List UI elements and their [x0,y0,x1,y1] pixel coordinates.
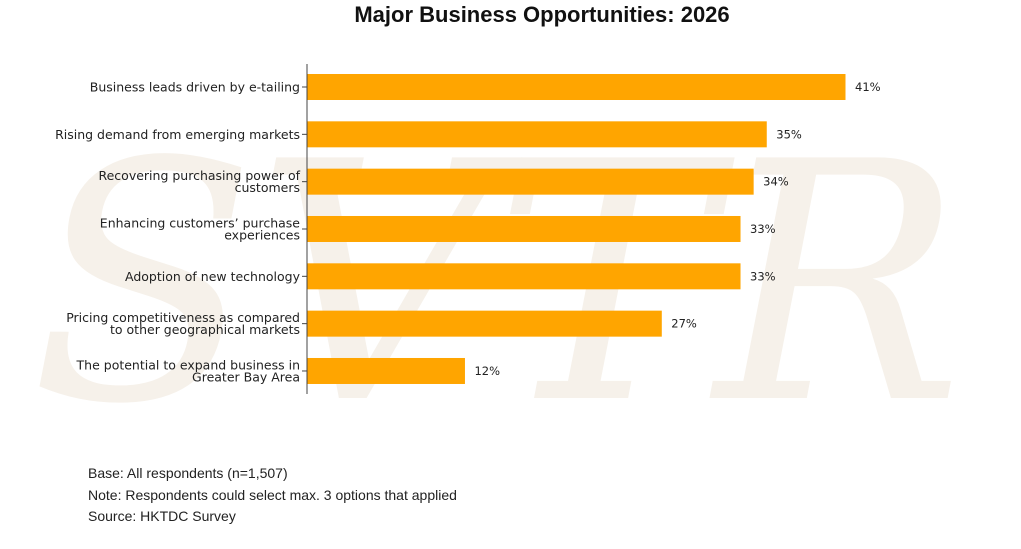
bar [307,74,846,100]
bar [307,215,741,242]
chart-title: Major Business Opportunities: 2026 [354,2,729,27]
category-label: experiences [224,227,300,242]
footnotes: Base: All respondents (n=1,507) Note: Re… [88,463,457,528]
value-label: 27% [671,317,697,331]
footnote-note: Note: Respondents could select max. 3 op… [88,486,457,503]
bar [307,310,662,337]
value-label: 12% [474,364,500,378]
category-label: customers [235,180,300,195]
value-label: 41% [855,80,881,94]
bar [307,263,741,290]
category-label: Enhancing customers’ purchase [100,215,301,230]
value-label: 33% [750,269,776,283]
footnote-source: Source: HKTDC Survey [88,508,236,524]
bar [307,168,754,195]
footnote-base: Base: All respondents (n=1,507) [88,465,288,481]
bar [307,121,767,148]
category-label: Business leads driven by e-tailing [90,80,300,95]
category-label: The potential to expand business in [76,357,300,372]
category-label: Pricing competitiveness as compared [66,310,300,325]
category-label: Rising demand from emerging markets [55,127,300,142]
value-label: 35% [776,127,802,141]
bar [307,357,465,384]
bars: Business leads driven by e-tailing 41% Ris… [55,74,881,384]
value-label: 34% [763,175,789,189]
category-label: Greater Bay Area [192,369,300,384]
value-label: 33% [750,222,776,236]
category-label: to other geographical markets [110,322,300,337]
category-label: Recovering purchasing power of [98,168,300,183]
category-label: Adoption of new technology [125,269,301,284]
